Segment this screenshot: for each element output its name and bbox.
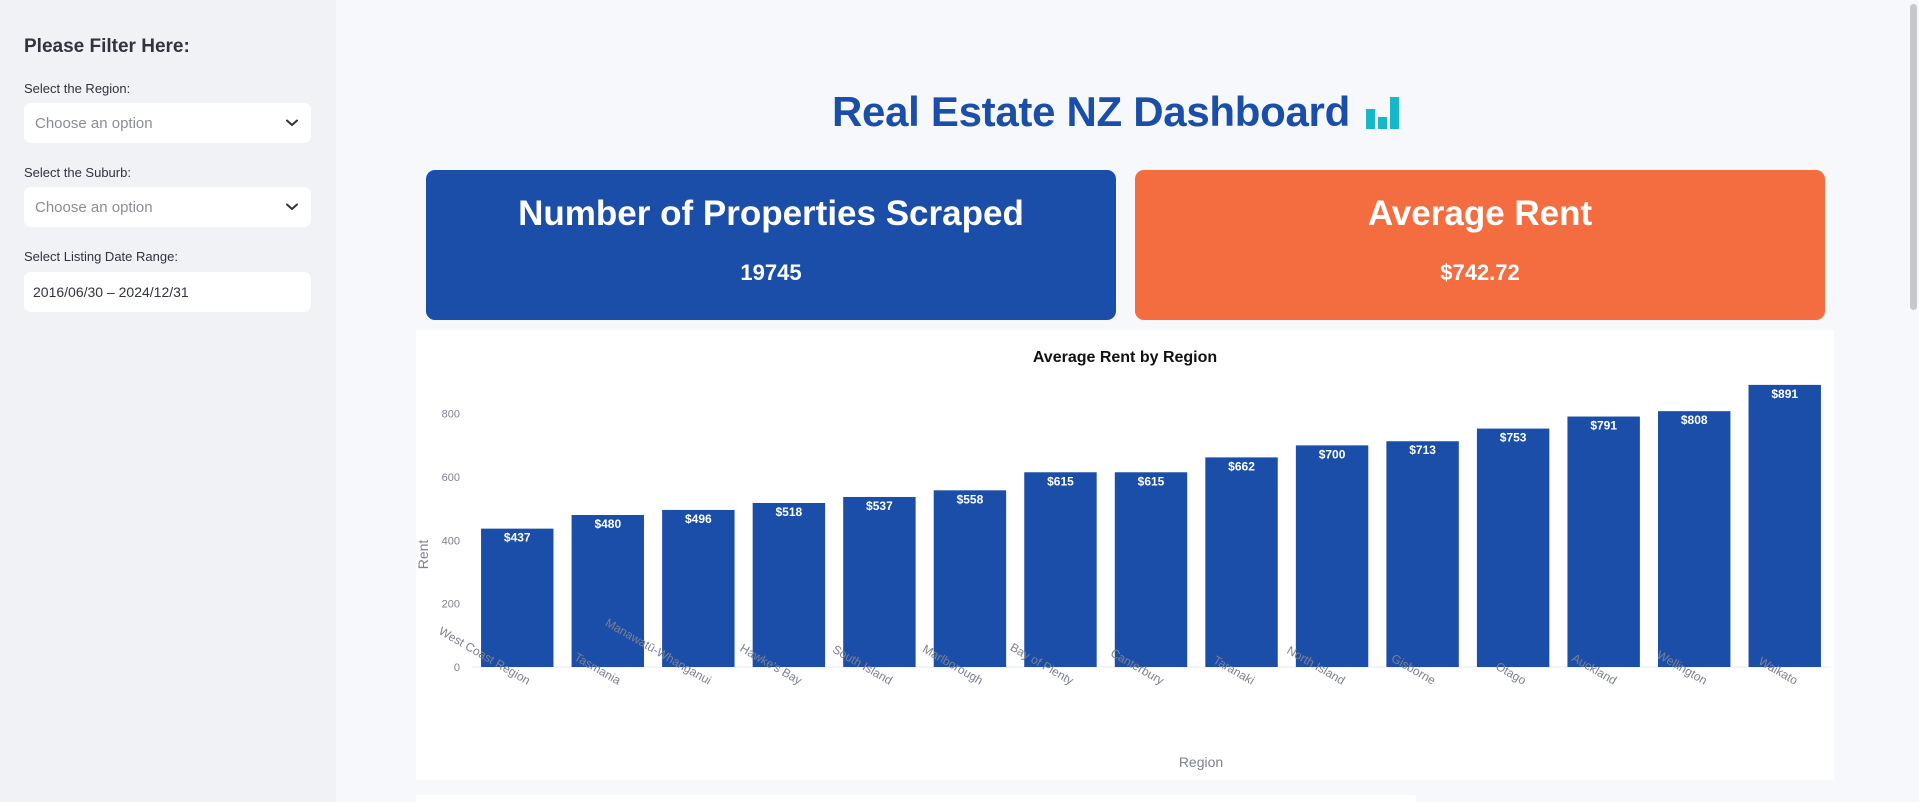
bar — [1024, 472, 1097, 667]
suburb-select[interactable]: Choose an option — [24, 187, 311, 227]
bar — [1386, 441, 1459, 667]
scrollbar[interactable] — [1907, 0, 1919, 802]
y-tick-label: 200 — [442, 599, 460, 611]
bar — [481, 528, 554, 667]
y-tick-label: 0 — [454, 662, 460, 674]
kpi-rent-label: Average Rent — [1367, 194, 1593, 233]
sidebar-title: Please Filter Here: — [24, 36, 190, 57]
bar — [752, 502, 826, 667]
region-select-placeholder: Choose an option — [35, 114, 153, 132]
bar-data-label: $537 — [866, 499, 893, 513]
bar — [843, 496, 916, 667]
bar — [1748, 384, 1821, 667]
bar-chart-icon — [1364, 93, 1402, 131]
chevron-down-icon — [285, 116, 299, 130]
bar — [933, 490, 1007, 667]
page-title: Real Estate NZ Dashboard — [832, 88, 1402, 136]
y-tick-label: 800 — [442, 409, 460, 421]
region-label: Select the Region: — [24, 81, 131, 96]
y-axis-title: Rent — [416, 540, 431, 570]
bar-data-label: $891 — [1771, 387, 1798, 401]
page-title-text: Real Estate NZ Dashboard — [832, 88, 1350, 135]
date-range-input[interactable] — [33, 284, 302, 300]
bar — [1476, 428, 1550, 667]
sidebar: Please Filter Here: Select the Region: C… — [0, 0, 336, 802]
bar-data-label: $518 — [776, 505, 803, 519]
bar-data-label: $791 — [1590, 419, 1617, 433]
bar — [662, 509, 735, 667]
kpi-properties-label: Number of Properties Scraped — [518, 194, 1024, 233]
bar — [1205, 457, 1278, 667]
bar-data-label: $615 — [1138, 474, 1165, 488]
bar — [1295, 445, 1369, 667]
bar-data-label: $662 — [1228, 459, 1255, 473]
date-range-label: Select Listing Date Range: — [24, 249, 178, 264]
scrollbar-thumb[interactable] — [1910, 4, 1917, 310]
x-axis-title: Region — [1179, 754, 1223, 770]
rent-by-region-chart: Average Rent by Region 0 200 400 600 800 Rent… — [416, 330, 1834, 780]
bar — [571, 515, 645, 667]
bar-data-label: $808 — [1681, 413, 1708, 427]
bar-data-label: $615 — [1047, 474, 1074, 488]
bar-data-label: $558 — [957, 492, 984, 506]
kpi-rent-card: Average Rent $742.72 — [1135, 170, 1825, 320]
bar-data-label: $700 — [1319, 447, 1346, 461]
chart-title: Average Rent by Region — [1032, 349, 1218, 366]
y-tick-label: 600 — [442, 472, 460, 484]
suburb-select-placeholder: Choose an option — [35, 198, 153, 216]
bar — [1657, 411, 1731, 667]
bar-data-label: $480 — [594, 517, 621, 531]
bar-data-label: $713 — [1409, 443, 1436, 457]
bar-data-label: $437 — [504, 531, 531, 545]
y-tick-label: 400 — [442, 535, 460, 547]
bar — [1567, 416, 1640, 667]
bar-data-label: $496 — [685, 512, 712, 526]
chevron-down-icon — [285, 200, 299, 214]
bar — [1114, 472, 1188, 667]
kpi-properties-card: Number of Properties Scraped 19745 — [426, 170, 1116, 320]
date-range-input-wrapper — [24, 272, 311, 312]
bar-data-label: $753 — [1500, 431, 1527, 445]
suburb-label: Select the Suburb: — [24, 165, 131, 180]
next-card-edge — [416, 795, 1416, 802]
region-select[interactable]: Choose an option — [24, 103, 311, 143]
kpi-rent-value: $742.72 — [1440, 260, 1520, 285]
kpi-properties-value: 19745 — [740, 260, 802, 285]
